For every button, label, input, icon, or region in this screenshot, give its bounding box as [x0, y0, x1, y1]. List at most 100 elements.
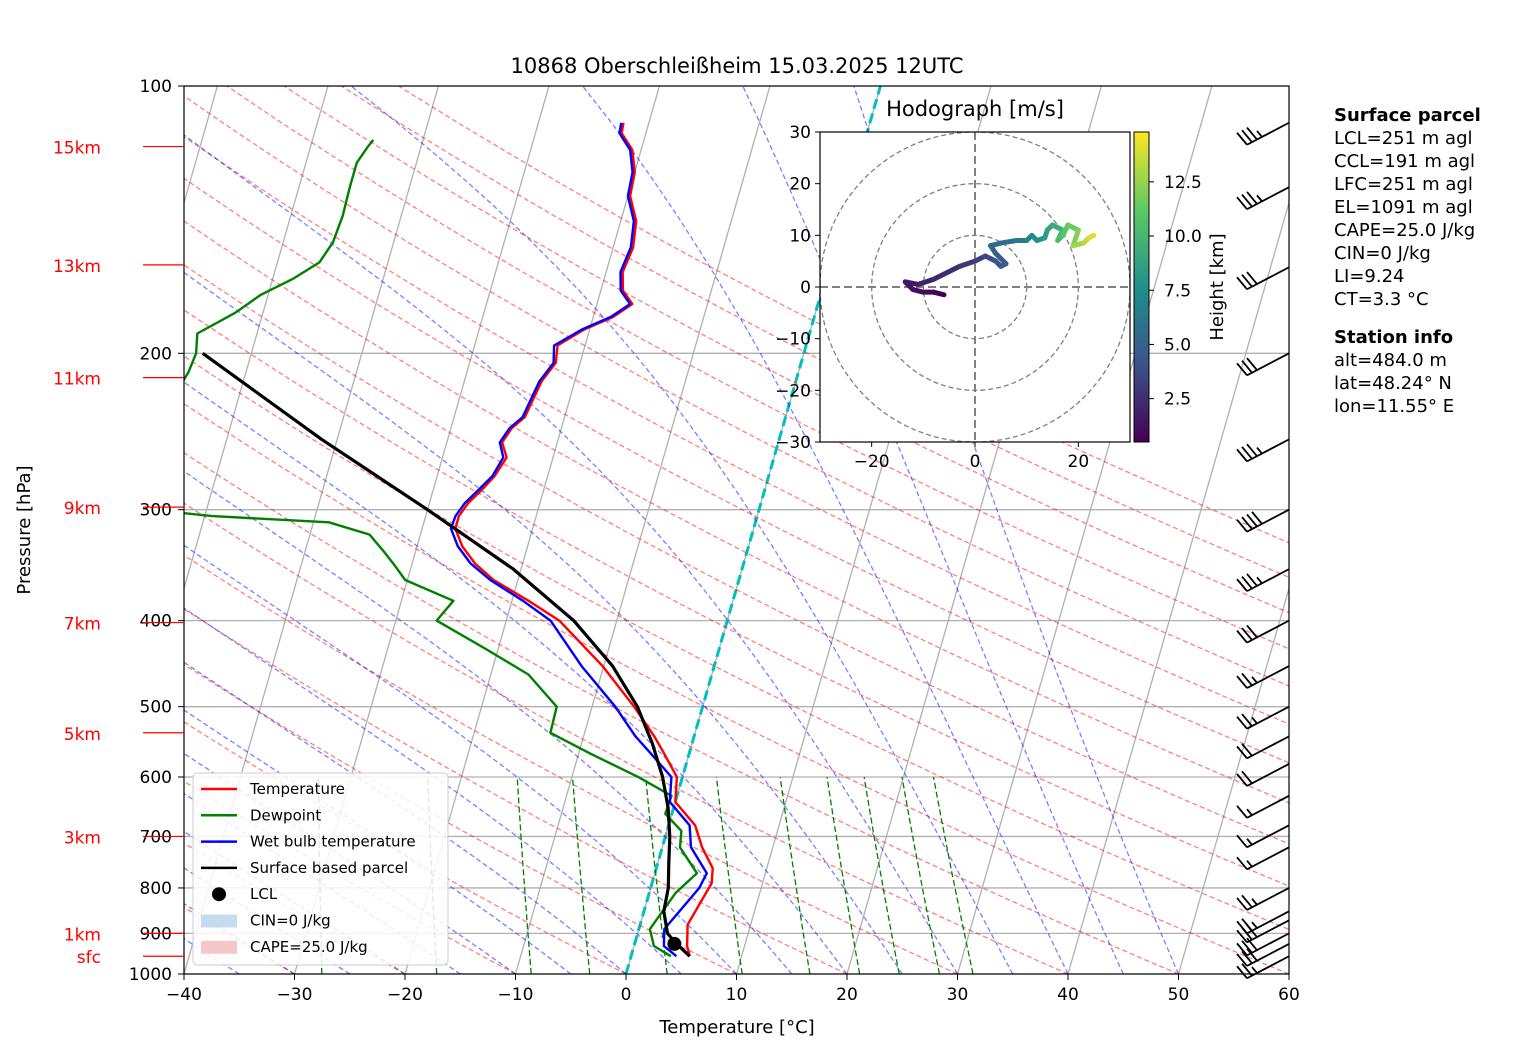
barb-staff [1246, 919, 1290, 944]
legend-label: Dewpoint [250, 806, 321, 824]
dry-adiabat [184, 906, 295, 974]
barb-flag [1246, 271, 1258, 285]
barb-flag [1241, 516, 1253, 530]
hodograph-y-label: −10 [775, 330, 811, 350]
wind-barb [1236, 943, 1290, 967]
barb-flag [1236, 519, 1248, 533]
x-tick-label: −10 [498, 985, 534, 1005]
wind-barb [1236, 932, 1290, 957]
x-axis-label: Temperature [°C] [658, 1017, 814, 1038]
legend: Temperature Dewpoint Wet bulb temperature S… [192, 772, 449, 966]
barb-staff [1246, 665, 1290, 689]
x-tick-label: 30 [947, 985, 969, 1005]
barb-flag [1236, 448, 1248, 462]
barb-half-flag [1256, 194, 1263, 202]
barb-staff [1246, 763, 1290, 787]
mixing-ratio-line [863, 776, 900, 974]
main-series [184, 122, 714, 958]
height-label: 7km [64, 615, 101, 635]
legend-entry: CAPE=25.0 J/kg [201, 938, 368, 956]
barb-flag [1236, 362, 1248, 376]
barb-staff [1246, 508, 1290, 533]
barb-flag [1236, 630, 1248, 644]
barb-flag [1241, 360, 1253, 374]
barb-half-flag [1246, 860, 1253, 868]
legend-entry: Temperature [201, 780, 345, 798]
wind-barb [1236, 955, 1290, 980]
colorbar-tick-label: 10.0 [1164, 227, 1202, 247]
barb-flag [1241, 446, 1253, 460]
wind-barb [1236, 121, 1290, 146]
barb-flag [1241, 894, 1253, 908]
height-label: 1km [64, 925, 101, 945]
barb-flag [1241, 918, 1253, 932]
height-label: sfc [77, 948, 101, 968]
hodograph-title: Hodograph [m/s] [886, 97, 1064, 121]
x-tick-label: 40 [1057, 985, 1079, 1005]
dry-adiabat [184, 135, 1289, 725]
hodograph-segment [915, 276, 937, 287]
barb-staff [1246, 352, 1290, 377]
x-tick-label: 50 [1168, 985, 1190, 1005]
hodograph-y-label: 0 [800, 278, 811, 298]
barb-flag [1236, 920, 1248, 934]
barb-flag [1246, 443, 1258, 457]
barb-half-flag [1251, 676, 1258, 684]
station-line: alt=484.0 m [1334, 350, 1447, 371]
wind-barb [1236, 763, 1290, 787]
barb-flag [1241, 940, 1253, 954]
x-tick-label: −40 [166, 985, 202, 1005]
hodograph-background [820, 132, 1130, 442]
legend-entry: Wet bulb temperature [201, 833, 416, 851]
height-label: 9km [64, 499, 101, 519]
colorbar-label: Height [km] [1207, 233, 1228, 340]
dry-adiabat [184, 309, 1289, 887]
hodograph-segment [957, 258, 978, 269]
isotherm [956, 86, 1213, 974]
barb-staff [1246, 887, 1290, 911]
barb-flag [1236, 132, 1248, 146]
moist-adiabat [582, 86, 1069, 974]
mixing-ratio-line [645, 776, 668, 974]
barb-flag [1246, 191, 1258, 205]
moist-adiabat [184, 544, 737, 974]
x-axis-ticks: −40 −30 −20 −10 0 10 20 30 40 50 60 [166, 974, 1300, 1005]
barb-staff [1246, 266, 1290, 291]
barb-staff [1246, 955, 1290, 980]
dry-adiabat [184, 554, 958, 974]
barb-flag [1236, 834, 1248, 848]
x-tick-label: −30 [277, 985, 313, 1005]
barb-flag [1241, 627, 1253, 641]
barb-flag [1241, 950, 1253, 964]
barb-staff [1246, 795, 1290, 819]
y-tick-label: 200 [140, 344, 172, 364]
surface-line: LI=9.24 [1334, 266, 1405, 287]
dry-adiabat [184, 95, 1289, 687]
colorbar-tick-label: 7.5 [1164, 281, 1191, 301]
wind-barb [1236, 568, 1290, 592]
mixing-ratio-line [826, 776, 861, 974]
surface-line: LFC=251 m agl [1334, 174, 1473, 195]
hodograph-colorbar [1133, 131, 1150, 443]
hodograph-y-label: −30 [775, 433, 811, 453]
isotherm [1067, 200, 1289, 974]
legend-entry: Surface based parcel [201, 859, 408, 877]
legend-label: CAPE=25.0 J/kg [250, 938, 368, 956]
x-tick-label: −20 [387, 985, 423, 1005]
barb-flag [1241, 963, 1253, 977]
legend-patch [201, 914, 237, 928]
barb-flag [1236, 856, 1248, 870]
barb-half-flag [1246, 808, 1253, 816]
legend-label: CIN=0 J/kg [250, 912, 331, 930]
height-labels: sfc 1km 3km 5km 7km 9km 11km 13km 15km [53, 139, 184, 968]
dry-adiabat [184, 721, 627, 974]
wind-barb [1236, 186, 1290, 210]
hodograph-segment [941, 263, 962, 277]
surface-line: EL=1091 m agl [1334, 197, 1473, 218]
surface-parcel-title: Surface parcel [1334, 105, 1481, 126]
hodograph-rings [820, 132, 1130, 442]
y-tick-label: 600 [140, 768, 172, 788]
station-line: lon=11.55° E [1334, 396, 1455, 417]
legend-label: LCL [250, 885, 278, 903]
